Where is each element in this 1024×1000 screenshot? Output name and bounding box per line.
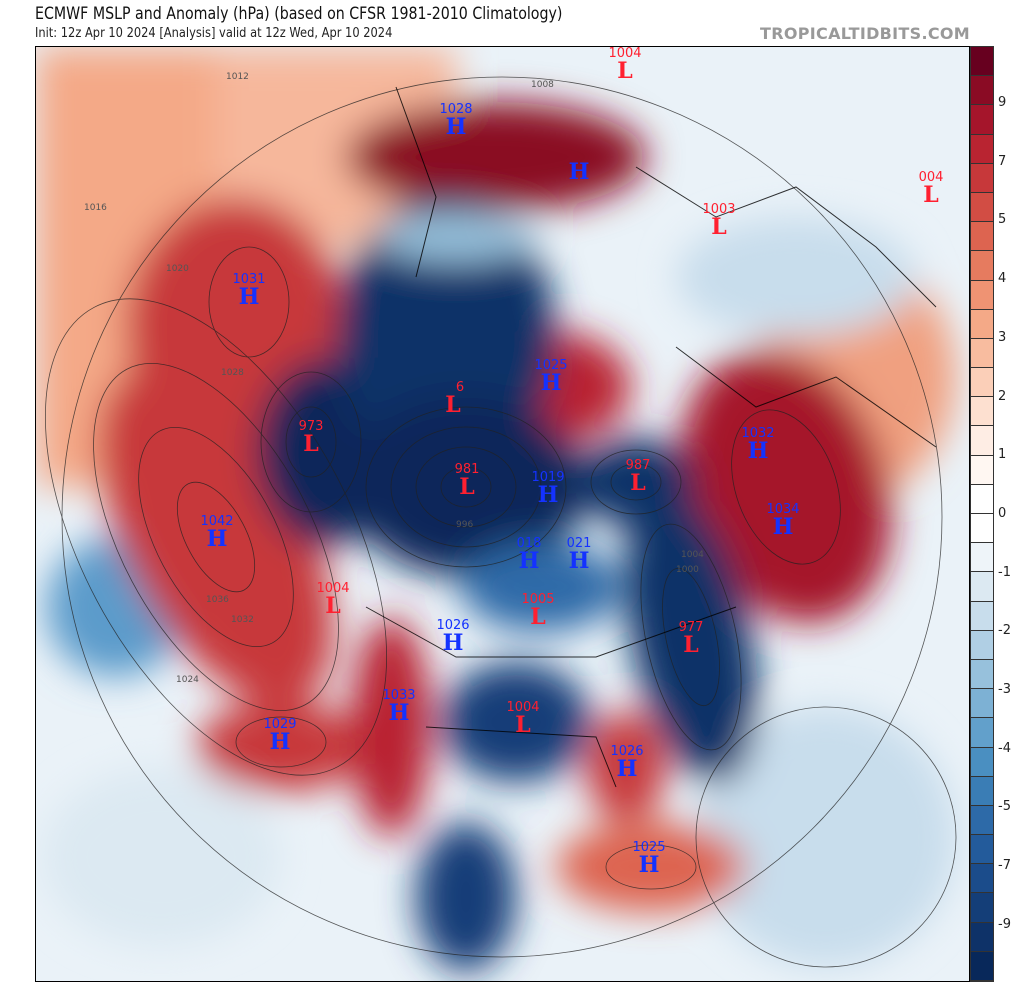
low-pressure-center: 1004 L: [316, 581, 350, 619]
colorbar-tick-label: 9: [998, 95, 1007, 110]
contour-label: 1028: [221, 368, 244, 378]
high-pressure-center: 1026 H: [610, 744, 644, 782]
low-pressure-center: 1003 L: [702, 202, 736, 240]
colorbar-bin: [971, 105, 993, 135]
low-pressure-center: 1005 L: [521, 592, 555, 630]
contour-label: 1012: [226, 72, 249, 82]
colorbar-bin: [971, 514, 993, 544]
colorbar-bin: [971, 747, 993, 777]
low-pressure-center: 004 L: [918, 170, 944, 208]
high-pressure-center: 018 H: [516, 536, 542, 574]
colorbar-bin: [971, 805, 993, 836]
contour-label: 1008: [531, 80, 554, 90]
contour-label: 996: [456, 520, 473, 530]
colorbar-bin: [971, 543, 993, 573]
chart-title: ECMWF MSLP and Anomaly (hPa) (based on C…: [35, 4, 563, 23]
colorbar-tick-label: -7: [998, 858, 1011, 874]
contour-label: 1036: [206, 595, 229, 605]
high-pressure-center: 1034 H: [766, 502, 800, 540]
colorbar-tick-label: 1: [998, 447, 1007, 463]
low-pressure-center: 987 L: [625, 458, 651, 496]
contour-label: 1024: [176, 675, 199, 685]
contour-label: 1032: [231, 615, 254, 625]
colorbar-bin: [971, 426, 993, 456]
colorbar-bin: [971, 689, 993, 719]
contour-label: 1016: [84, 203, 107, 213]
colorbar-bin: [971, 835, 993, 865]
colorbar-bin: [971, 718, 993, 748]
colorbar-tick-label: -1: [998, 564, 1011, 580]
colorbar-bin: [971, 251, 993, 281]
colorbar-bin: [971, 893, 993, 923]
colorbar-bin: [971, 280, 993, 310]
colorbar-bin: [971, 134, 993, 164]
high-pressure-center: 021 H: [566, 536, 592, 574]
colorbar-tick-label: 2: [998, 388, 1007, 404]
colorbar-bin: [971, 338, 993, 369]
colorbar-bin: [971, 192, 993, 223]
colorbar-bin: [971, 484, 993, 514]
colorbar-bin: [971, 922, 993, 952]
colorbar-bin: [971, 163, 993, 193]
low-pressure-center: 977 L: [678, 620, 704, 658]
high-pressure-center: 1029 H: [263, 717, 297, 755]
colorbar-bin: [971, 76, 993, 106]
colorbar-bin: [971, 309, 993, 339]
high-pressure-center: 1026 H: [436, 618, 470, 656]
colorbar-bin: [971, 864, 993, 894]
high-pressure-center: H: [568, 159, 590, 185]
colorbar-bin: [971, 222, 993, 252]
contour-label: 1004: [681, 550, 704, 560]
colorbar-bin: [971, 776, 993, 806]
high-pressure-center: 1025 H: [632, 840, 666, 878]
high-pressure-center: 1019 H: [531, 470, 565, 508]
low-pressure-center: 973 L: [298, 419, 324, 457]
colorbar-bin: [971, 455, 993, 485]
high-pressure-center: 1033 H: [382, 688, 416, 726]
high-pressure-center: 1042 H: [200, 514, 234, 552]
brand-watermark: TROPICALTIDBITS.COM: [760, 24, 970, 43]
anomaly-colorbar: [970, 46, 994, 982]
high-pressure-center: 1031 H: [232, 272, 266, 310]
colorbar-tick-label: 0: [998, 505, 1007, 521]
colorbar-tick-label: 5: [998, 212, 1007, 228]
high-pressure-center: 1032 H: [741, 426, 775, 464]
anomaly-field: 1012 1016 1008 1020 1024 1028 1032 1036 …: [36, 47, 957, 972]
colorbar-tick-label: -2: [998, 623, 1011, 639]
colorbar-bin: [971, 659, 993, 690]
colorbar-tick-label: 3: [998, 329, 1007, 345]
colorbar-tick-label: -9: [998, 916, 1011, 932]
colorbar-bin: [971, 601, 993, 631]
colorbar-bin: [971, 397, 993, 427]
high-pressure-center: 1025 H: [534, 358, 568, 396]
mslp-anomaly-map: 1012 1016 1008 1020 1024 1028 1032 1036 …: [35, 46, 970, 982]
colorbar-bin: [971, 47, 993, 77]
colorbar-bin: [971, 572, 993, 602]
colorbar-tick-label: -3: [998, 682, 1011, 697]
colorbar-tick-label: -5: [998, 799, 1011, 815]
colorbar-tick-label: 7: [998, 153, 1007, 169]
colorbar-tick-label: -4: [998, 740, 1011, 756]
colorbar-bin: [971, 368, 993, 398]
contour-label: 1020: [166, 264, 189, 274]
colorbar-bin: [971, 630, 993, 660]
init-valid-time: Init: 12z Apr 10 2024 [Analysis] valid a…: [35, 26, 393, 41]
colorbar-bin: [971, 951, 993, 981]
high-pressure-center: 1028 H: [439, 102, 473, 140]
colorbar-tick-label: 4: [998, 271, 1007, 287]
low-pressure-center: 981 L: [454, 462, 480, 500]
low-pressure-center: 1004 L: [608, 46, 642, 84]
low-pressure-center: 1004 L: [506, 700, 540, 738]
contour-label: 1000: [676, 565, 699, 575]
